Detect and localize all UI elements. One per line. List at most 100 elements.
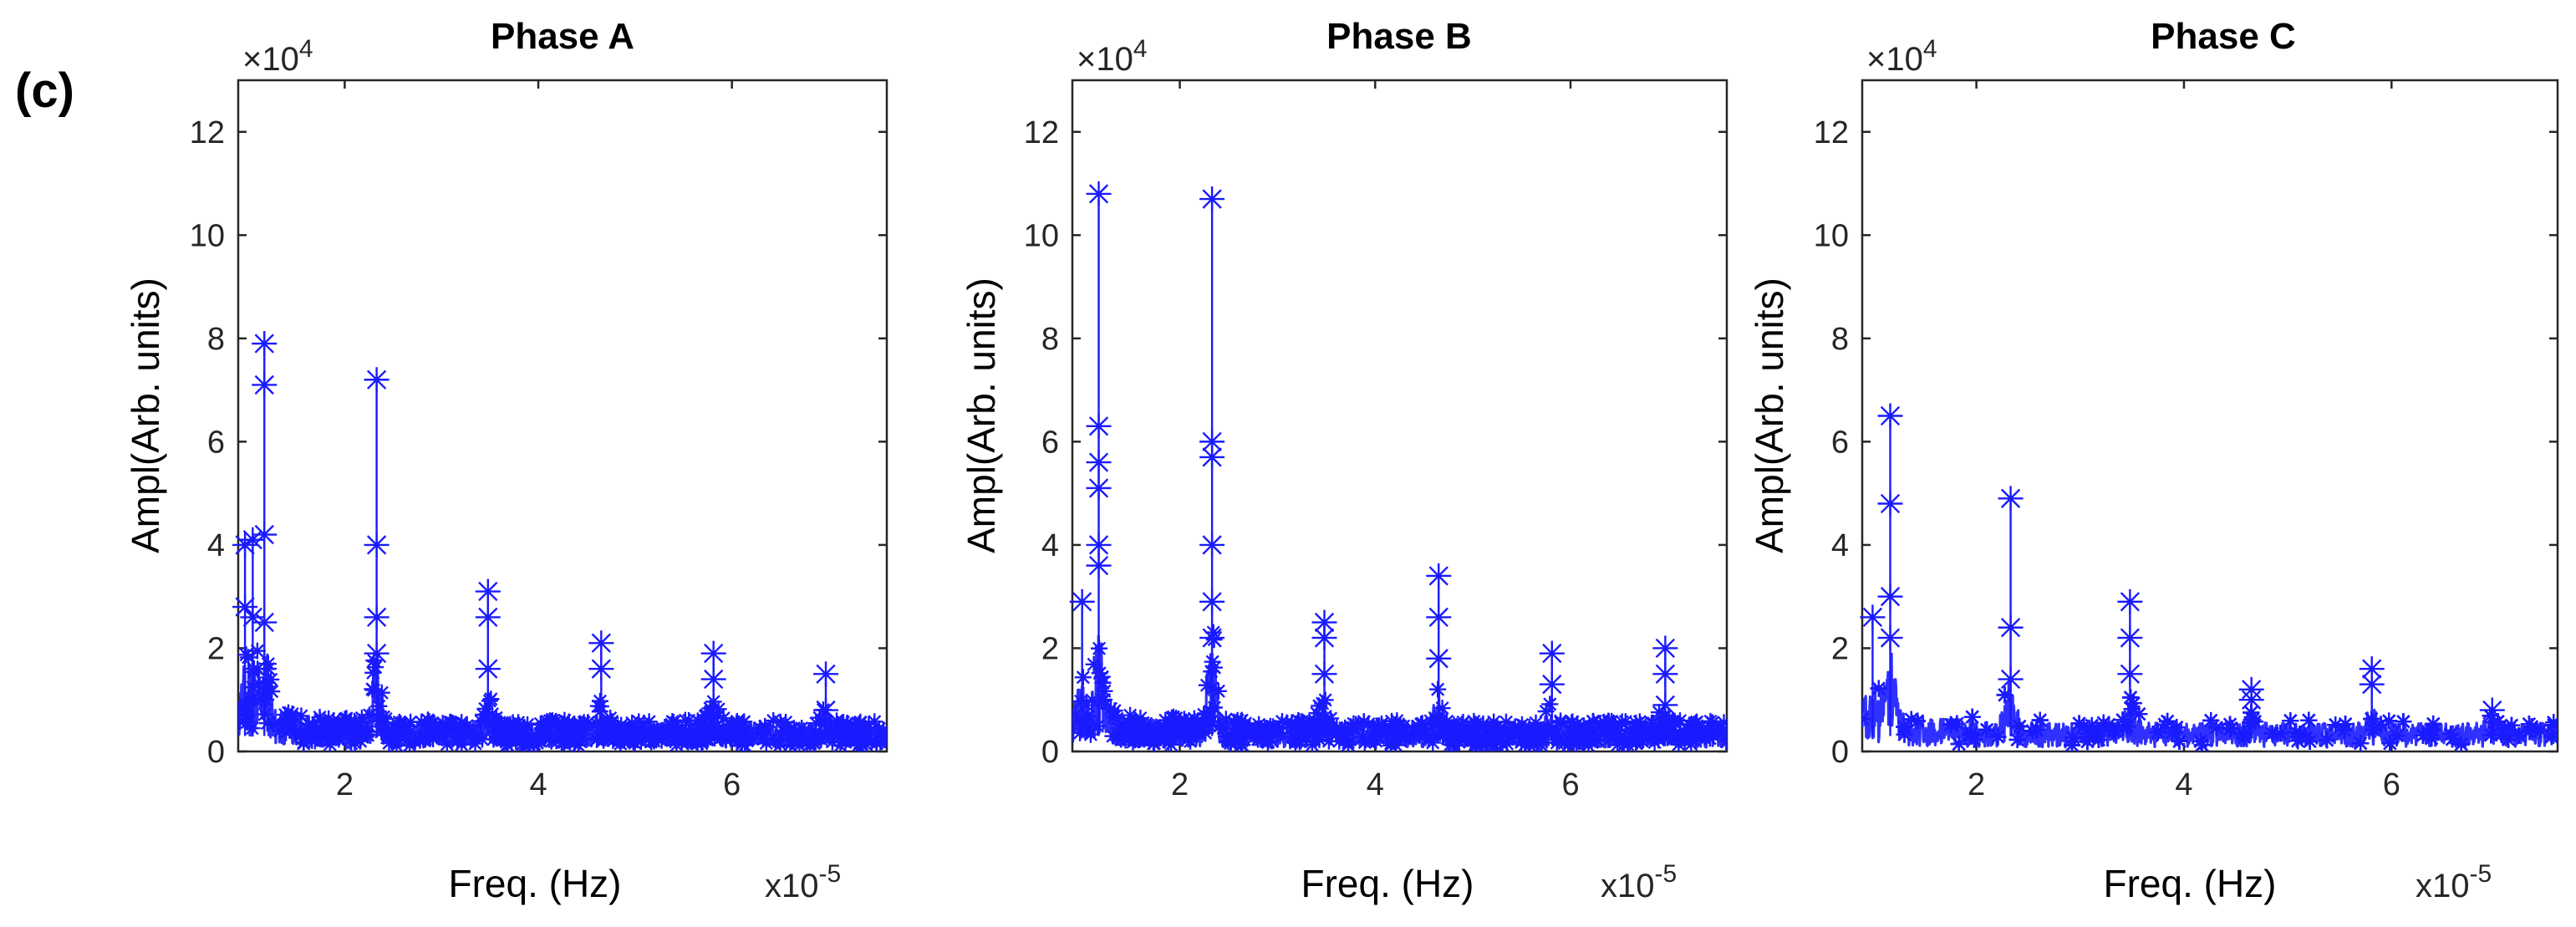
data-point (449, 733, 466, 751)
subplot-phase-a: 0 2 4 6 8 10 12 2 4 6 Phase A ×104 Freq. (Hz) x1… (124, 16, 888, 905)
y-tick-label: 10 (1024, 218, 1059, 253)
data-point (1652, 661, 1678, 687)
data-point (2131, 705, 2148, 723)
data-point (1444, 736, 1462, 751)
data-point (1246, 724, 1264, 741)
data-point (252, 372, 277, 398)
data-point (240, 649, 257, 666)
data-point (371, 713, 389, 731)
data-point (1571, 721, 1589, 739)
data-point (2502, 716, 2520, 734)
data-point (859, 730, 877, 747)
data-point (778, 718, 796, 736)
data-point (258, 715, 276, 732)
data-point (519, 716, 537, 733)
data-point (1484, 719, 1501, 736)
data-point (1520, 722, 1538, 740)
data-point (1371, 717, 1388, 735)
data-point (2510, 727, 2528, 745)
data-point (1132, 710, 1149, 727)
y-tick-label: 12 (190, 115, 225, 150)
data-point (669, 721, 686, 739)
data-point (473, 731, 491, 748)
data-point (483, 705, 501, 723)
x-tick-labels: 2 4 6 (336, 767, 741, 802)
y-multiplier: ×104 (1866, 35, 1937, 78)
data-point (2028, 721, 2045, 739)
data-point (1219, 733, 1237, 751)
x-tick-label: 6 (2383, 767, 2400, 802)
data-point (232, 532, 258, 558)
data-point (1271, 725, 1289, 742)
y-tick-label: 8 (1041, 322, 1059, 357)
x-tick-label: 2 (1171, 767, 1189, 802)
data-point (1998, 666, 2024, 692)
data-point (364, 640, 389, 666)
data-point (2100, 716, 2118, 733)
data-point (1072, 721, 1082, 738)
data-point (791, 736, 808, 751)
data-point (1214, 720, 1232, 737)
x-multiplier: x10-5 (765, 860, 841, 904)
data-point (1632, 718, 1649, 736)
data-point (1311, 609, 1337, 635)
data-point (571, 715, 588, 732)
data-point (364, 367, 389, 393)
data-point (2395, 713, 2412, 731)
data-point (519, 731, 537, 749)
y-tick-label: 2 (207, 631, 225, 666)
noise-floor (1072, 624, 1727, 751)
data-point (2523, 718, 2540, 736)
data-point (252, 522, 277, 548)
data-point (1250, 716, 1268, 733)
data-point (1942, 716, 1960, 733)
data-point (1433, 700, 1451, 717)
data-point (1989, 728, 2007, 746)
y-axis-label: Ampl(Arb. units) (124, 278, 167, 553)
data-point (364, 604, 389, 630)
y-tick-label: 12 (1814, 115, 1849, 150)
data-point (501, 721, 519, 738)
data-point (476, 700, 494, 717)
data-point (1877, 583, 1903, 609)
data-point (2117, 625, 2143, 651)
data-point (364, 680, 381, 698)
data-point (606, 726, 624, 743)
data-point (1259, 734, 1276, 751)
data-point (2117, 661, 2143, 687)
data-point (1116, 720, 1133, 737)
data-point (1199, 625, 1225, 651)
data-point (1998, 614, 2024, 640)
data-point (2075, 717, 2093, 735)
data-point (702, 720, 720, 737)
data-point (443, 714, 461, 731)
data-point (2123, 700, 2141, 718)
data-point (781, 731, 799, 749)
data-point (1086, 181, 1112, 206)
y-tick-label: 6 (1831, 425, 1849, 460)
data-point (1645, 714, 1662, 731)
y-multiplier: ×104 (1077, 35, 1148, 78)
y-tick-label: 8 (207, 322, 225, 357)
data-point (1978, 721, 1996, 738)
data-point (1426, 604, 1452, 630)
chart-title: Phase B (1326, 16, 1472, 57)
data-point (1616, 736, 1633, 751)
data-point (424, 714, 441, 731)
data-point (2207, 719, 2225, 736)
data-point (364, 532, 389, 558)
data-point (399, 731, 416, 749)
panel-label: (c) (15, 64, 74, 118)
data-point (1199, 186, 1225, 212)
data-point (2282, 712, 2299, 730)
data-point (1962, 726, 1979, 744)
data-point (1877, 403, 1903, 429)
data-point (632, 733, 649, 751)
data-point (498, 736, 516, 751)
data-point (2337, 716, 2355, 733)
data-point (1647, 725, 1664, 742)
data-point (2008, 731, 2026, 748)
data-point (309, 726, 327, 743)
data-point (238, 701, 252, 719)
